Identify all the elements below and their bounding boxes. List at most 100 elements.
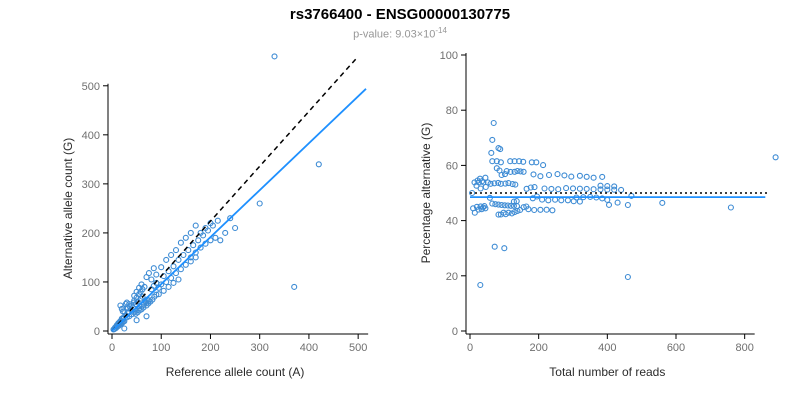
axis-text: 600 — [667, 342, 685, 354]
data-point — [180, 251, 187, 259]
data-point — [614, 199, 621, 206]
data-point — [624, 201, 631, 209]
data-point — [187, 258, 194, 265]
data-point — [541, 185, 548, 192]
data-point — [187, 229, 194, 236]
data-point — [315, 161, 322, 168]
data-point — [489, 200, 496, 207]
data-point — [597, 186, 604, 193]
axis-text: 200 — [82, 228, 100, 240]
data-point — [520, 168, 527, 175]
axis-text: 100 — [82, 277, 100, 289]
x-axis-title: Total number of reads — [549, 365, 665, 379]
data-point — [478, 178, 486, 185]
data-point — [271, 53, 278, 60]
p-value-label: p-value: — [353, 28, 396, 41]
data-point — [185, 247, 192, 254]
data-point — [175, 256, 182, 263]
fit-line — [111, 88, 367, 332]
data-point — [772, 154, 779, 161]
p-value-exponent: -14 — [435, 26, 447, 35]
data-point — [604, 196, 611, 203]
data-point — [495, 211, 502, 218]
data-point — [489, 158, 496, 165]
data-point — [505, 180, 512, 187]
data-point — [477, 185, 484, 192]
data-point — [168, 251, 175, 259]
data-point — [611, 186, 618, 193]
axis-text: 400 — [82, 130, 100, 142]
data-point — [495, 179, 502, 186]
data-point — [514, 207, 521, 215]
data-point — [510, 202, 517, 209]
x-axis-title: Reference allele count (A) — [166, 365, 305, 379]
data-point — [182, 261, 189, 268]
data-points — [110, 53, 322, 333]
data-point — [493, 165, 500, 172]
y-axis-title: Alternative allele count (G) — [61, 138, 75, 279]
data-point — [256, 200, 263, 207]
data-point — [497, 146, 504, 153]
data-point — [202, 224, 209, 232]
data-point — [491, 243, 498, 250]
data-point — [495, 201, 502, 208]
data-point — [488, 149, 495, 156]
axis-text: 40 — [446, 216, 458, 228]
data-point — [564, 197, 571, 204]
p-value-base: 9.03×10 — [395, 28, 436, 41]
data-point — [558, 197, 565, 204]
data-point — [222, 229, 229, 236]
axis-text: 500 — [349, 342, 367, 354]
data-point — [197, 229, 204, 236]
data-point — [540, 162, 547, 169]
data-point — [214, 217, 221, 224]
data-point — [492, 201, 499, 208]
data-point — [155, 291, 162, 298]
data-point — [659, 199, 666, 206]
data-point — [489, 136, 496, 143]
data-point — [583, 185, 590, 192]
data-point — [548, 185, 555, 192]
data-point — [512, 181, 519, 188]
data-point — [177, 266, 184, 273]
data-point — [590, 174, 597, 181]
data-point — [501, 245, 508, 252]
data-point — [576, 198, 583, 205]
data-point — [502, 180, 509, 187]
data-point — [576, 185, 583, 192]
axis-text: 20 — [446, 271, 458, 283]
data-point — [490, 119, 497, 127]
axis-text: 60 — [446, 160, 458, 172]
data-point — [531, 184, 538, 191]
data-point — [504, 202, 511, 209]
data-point — [158, 264, 165, 271]
data-point — [469, 189, 476, 197]
data-point — [533, 159, 540, 166]
expected-line — [111, 55, 359, 332]
axis-text: 400 — [300, 342, 318, 354]
data-point — [624, 273, 631, 281]
data-point — [554, 171, 561, 178]
data-point — [501, 171, 509, 178]
axis-text: 400 — [598, 342, 616, 354]
data-point — [507, 202, 514, 209]
data-point — [471, 209, 478, 216]
data-point — [487, 180, 494, 187]
data-point — [511, 209, 518, 216]
axes — [461, 53, 755, 339]
data-point — [158, 281, 165, 288]
data-point — [175, 276, 182, 283]
axis-text: 0 — [94, 326, 100, 338]
data-point — [143, 313, 150, 320]
data-point — [482, 174, 489, 181]
data-point — [291, 283, 298, 290]
data-point — [501, 202, 508, 209]
axis-text: 100 — [440, 50, 458, 62]
axis-text: 100 — [152, 342, 170, 354]
data-point — [497, 159, 504, 166]
data-point — [727, 204, 734, 211]
data-point — [525, 206, 532, 213]
data-point — [569, 185, 577, 192]
axis-text: 300 — [82, 179, 100, 191]
data-point — [507, 158, 514, 165]
